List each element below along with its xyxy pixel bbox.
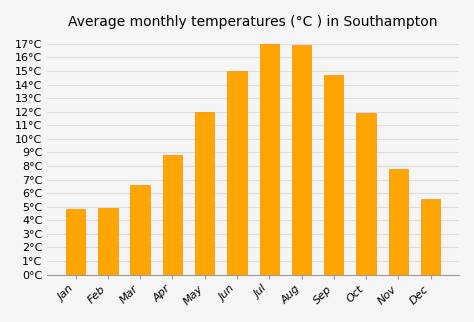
Bar bbox=[163, 155, 182, 275]
Title: Average monthly temperatures (°C ) in Southampton: Average monthly temperatures (°C ) in So… bbox=[68, 15, 438, 29]
Bar bbox=[421, 199, 440, 275]
Bar bbox=[130, 185, 150, 275]
Bar bbox=[389, 169, 408, 275]
Bar bbox=[66, 209, 85, 275]
Bar bbox=[98, 208, 118, 275]
Bar bbox=[324, 75, 344, 275]
Bar bbox=[356, 113, 376, 275]
Bar bbox=[292, 45, 311, 275]
Bar bbox=[228, 71, 246, 275]
Bar bbox=[195, 112, 214, 275]
Bar bbox=[260, 44, 279, 275]
